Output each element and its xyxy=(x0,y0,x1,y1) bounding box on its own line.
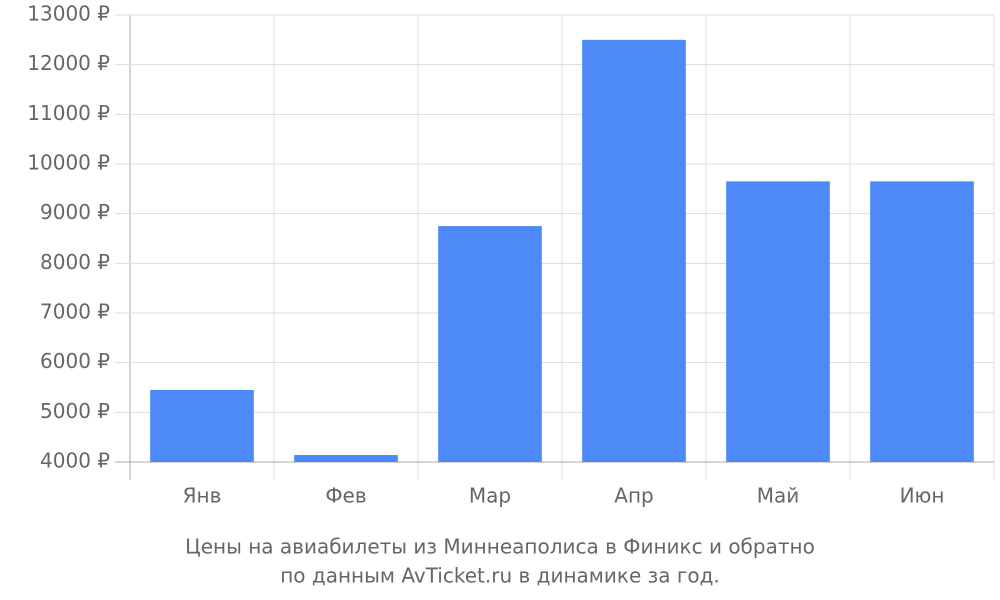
x-tick-label: Май xyxy=(757,484,800,508)
bar xyxy=(150,389,254,462)
y-tick-label: 11000 ₽ xyxy=(27,101,110,125)
bar xyxy=(438,226,542,462)
x-tick-label: Апр xyxy=(614,484,653,508)
y-tick-label: 13000 ₽ xyxy=(27,2,110,26)
y-tick-label: 9000 ₽ xyxy=(40,200,110,224)
y-tick-label: 4000 ₽ xyxy=(40,449,110,473)
bar xyxy=(582,39,686,462)
y-tick-label: 12000 ₽ xyxy=(27,51,110,75)
x-tick-label: Янв xyxy=(183,484,222,508)
y-tick-label: 6000 ₽ xyxy=(40,349,110,373)
bar xyxy=(294,455,398,462)
x-tick-label: Мар xyxy=(469,484,511,508)
y-tick-label: 7000 ₽ xyxy=(40,300,110,324)
bar xyxy=(726,181,830,462)
x-tick-label: Фев xyxy=(325,484,366,508)
y-tick-label: 8000 ₽ xyxy=(40,250,110,274)
chart-title: Цены на авиабилеты из Миннеаполиса в Фин… xyxy=(185,535,815,559)
y-tick-label: 10000 ₽ xyxy=(27,151,110,175)
x-tick-label: Июн xyxy=(900,484,945,508)
y-tick-label: 5000 ₽ xyxy=(40,399,110,423)
bar xyxy=(870,181,974,462)
chart-title: по данным AvTicket.ru в динамике за год. xyxy=(280,564,720,588)
